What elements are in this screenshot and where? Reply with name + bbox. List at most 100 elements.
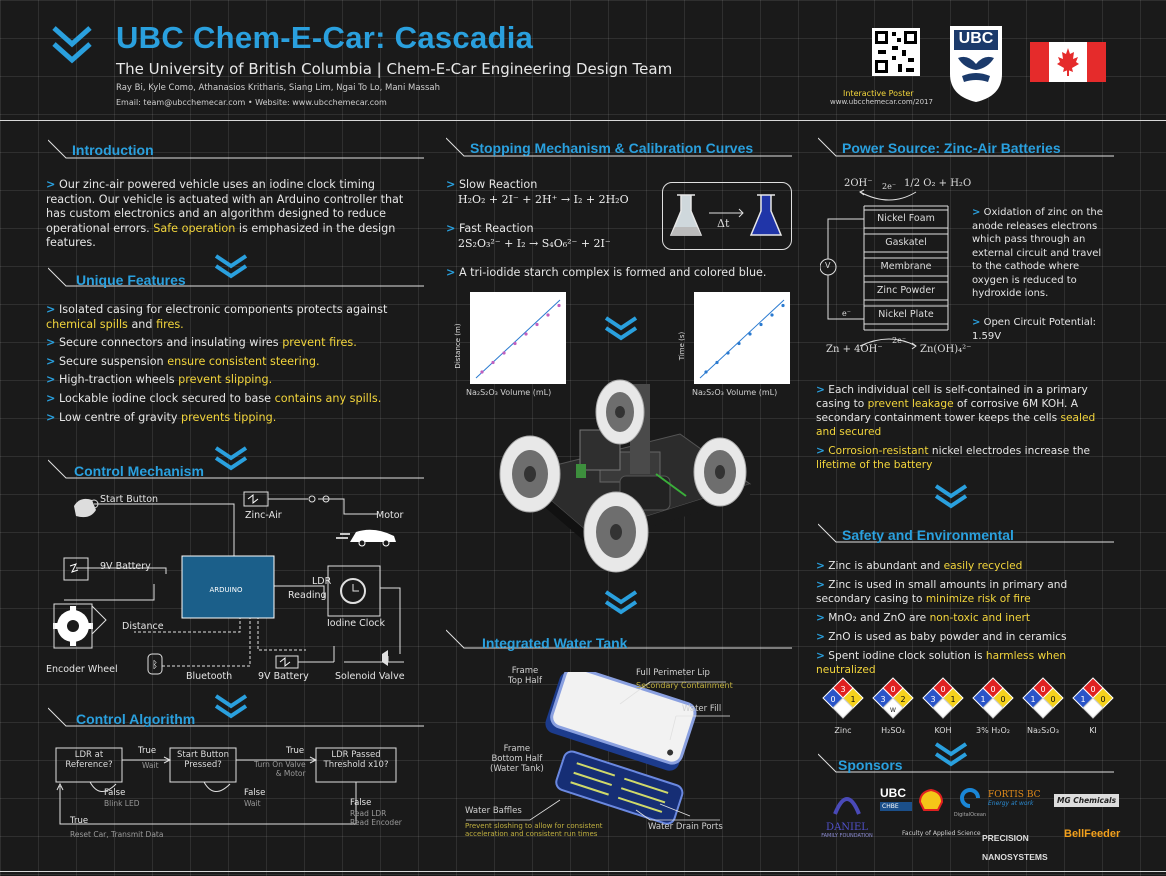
hazard-diamond: 3 0 1 Zinc <box>820 676 866 736</box>
svg-text:2: 2 <box>900 695 905 704</box>
starch-note: > A tri-iodide starch complex is formed … <box>446 266 767 279</box>
svg-text:3: 3 <box>840 685 845 694</box>
svg-text:0: 0 <box>830 695 835 704</box>
baffles-label: Water Baffles <box>465 806 522 816</box>
baffles-note: Prevent sloshing to allow for consistent… <box>465 822 603 838</box>
delta-t-label: Δt <box>717 217 730 230</box>
sponsor-precision: PRECISION NANOSYSTEMS <box>982 833 1048 862</box>
sponsor-daniel: DANIEL FAMILY FOUNDATION <box>818 788 876 839</box>
battery-stack-diagram <box>820 189 949 350</box>
layer-4: Zinc Powder <box>876 285 936 296</box>
secondary-label: Secondary Containment <box>636 681 733 690</box>
data-point <box>726 351 730 355</box>
qr-code-icon[interactable] <box>872 28 920 76</box>
svg-text:ᛒ: ᛒ <box>152 660 158 671</box>
chevron-down-icon <box>934 484 968 510</box>
flow-true-1-sub: Wait <box>142 761 159 770</box>
flow-true-3: True <box>70 816 89 826</box>
start-button-label: Start Button <box>100 494 159 505</box>
drain-ports-label: Water Drain Ports <box>648 822 723 832</box>
hazard-diamond: 0 1 0 KI <box>1070 676 1116 736</box>
footer-divider <box>0 871 1166 872</box>
reading-label: Reading <box>288 590 327 601</box>
svg-text:0: 0 <box>1090 685 1095 694</box>
algorithm-title: Control Algorithm <box>76 711 196 727</box>
data-point <box>759 322 763 327</box>
hazard-diamond: 0 1 0 3% H₂O₂ <box>970 676 1016 736</box>
slow-reaction-label: > Slow Reaction <box>446 178 538 191</box>
hazard-label: H₂SO₄ <box>881 726 905 735</box>
flow-box-2: Start Button Pressed? <box>177 750 229 770</box>
list-item: > Secure connectors and insulating wires… <box>46 336 357 350</box>
top-eq-right: 1/2 O₂ + H₂O <box>904 178 972 189</box>
stopping-title: Stopping Mechanism & Calibration Curves <box>470 140 754 156</box>
data-point <box>524 332 528 336</box>
flow-true-1: True <box>138 746 157 756</box>
safety-title: Safety and Environmental <box>842 527 1014 543</box>
encoder-wheel-label: Encoder Wheel <box>46 664 118 675</box>
ubc-logo-text: UBC <box>958 30 994 47</box>
data-point <box>513 341 517 346</box>
water-leader-lines <box>466 681 730 821</box>
hazard-diamonds: 3 0 1 Zinc 0 3 2 W H₂SO₄ 0 3 1 KOH 0 1 0 3% H₂O₂ 0 1 0 Na₂S₂… <box>820 676 1120 736</box>
intro-heading-line <box>48 139 424 159</box>
layer-1: Nickel Foam <box>877 213 935 224</box>
flow-false-1: False <box>104 788 126 798</box>
water-tank-diagram <box>545 672 697 825</box>
zinc-air-label: Zinc-Air <box>245 510 282 521</box>
fit-line <box>699 299 785 379</box>
sponsor-fortis: FORTIS BC Energy at work <box>988 790 1041 807</box>
svg-text:W: W <box>890 707 896 714</box>
data-point <box>502 351 506 355</box>
data-point <box>748 332 752 336</box>
frame-bottom-label: Frame Bottom Half (Water Tank) <box>490 744 544 774</box>
flow-false-3-sub: Read LDR Read Encoder <box>350 809 402 827</box>
data-point <box>480 370 484 374</box>
car-render <box>499 379 752 573</box>
bluetooth-label: Bluetooth <box>186 671 233 682</box>
distance-label: Distance <box>122 621 164 632</box>
interactive-url[interactable]: www.ubcchemecar.com/2017 <box>830 98 933 106</box>
sponsor-bellfeeder: BellFeeder <box>1064 828 1121 840</box>
flow-false-3: False <box>350 798 372 808</box>
top-eq-left: 2OH⁻ <box>844 178 873 189</box>
bot-eq-right: Zn(OH)₄²⁻ <box>920 344 972 355</box>
hazard-label: KI <box>1089 726 1097 735</box>
layer-3: Membrane <box>880 261 932 272</box>
water-title: Integrated Water Tank <box>482 635 628 651</box>
layer-5: Nickel Plate <box>878 309 934 320</box>
flow-true-2-sub: Turn On Valve & Motor <box>254 760 306 778</box>
svg-text:3: 3 <box>930 695 935 704</box>
sponsor-shell: Shell <box>918 788 944 816</box>
hazard-diamond: 0 3 2 W H₂SO₄ <box>870 676 916 736</box>
bot-eq-left: Zn + 4OH⁻ <box>826 344 883 355</box>
algorithm-flowchart <box>55 747 397 825</box>
iodine-clock-label: Iodine Clock <box>327 618 385 629</box>
motor-label: Motor <box>376 510 404 521</box>
data-point <box>546 313 550 317</box>
features-list: > Isolated casing for electronic compone… <box>46 303 426 425</box>
hazard-label: KOH <box>934 726 952 735</box>
interactive-poster-label: Interactive Poster <box>843 89 914 98</box>
e-small-label: e⁻ <box>842 309 851 318</box>
control-diagram: ARDUINO ᛒ <box>53 491 404 675</box>
svg-text:0: 0 <box>1100 695 1105 704</box>
data-point <box>770 313 774 317</box>
control-heading-line <box>48 459 424 479</box>
hazard-label: Na₂S₂O₃ <box>1027 726 1059 735</box>
list-item: > Zinc is used in small amounts in prima… <box>816 579 1068 605</box>
arduino-label: ARDUINO <box>210 586 243 594</box>
chart1-xlabel: Na₂S₂O₃ Volume (mL) <box>466 388 552 397</box>
svg-text:0: 0 <box>940 685 945 694</box>
intro-text: > Our zinc-air powered vehicle uses an i… <box>46 178 404 250</box>
stopping-heading-line <box>446 137 792 157</box>
features-heading-line <box>48 267 424 287</box>
flow-box-3: LDR Passed Threshold x10? <box>323 750 389 770</box>
ldr-label: LDR <box>312 576 332 587</box>
chevron-down-icon <box>604 590 638 616</box>
svg-text:1: 1 <box>980 695 985 704</box>
top-eq-e: 2e⁻ <box>882 182 897 191</box>
list-item: > ZnO is used as baby powder and in cera… <box>816 631 1067 643</box>
algorithm-heading-line <box>48 707 424 727</box>
